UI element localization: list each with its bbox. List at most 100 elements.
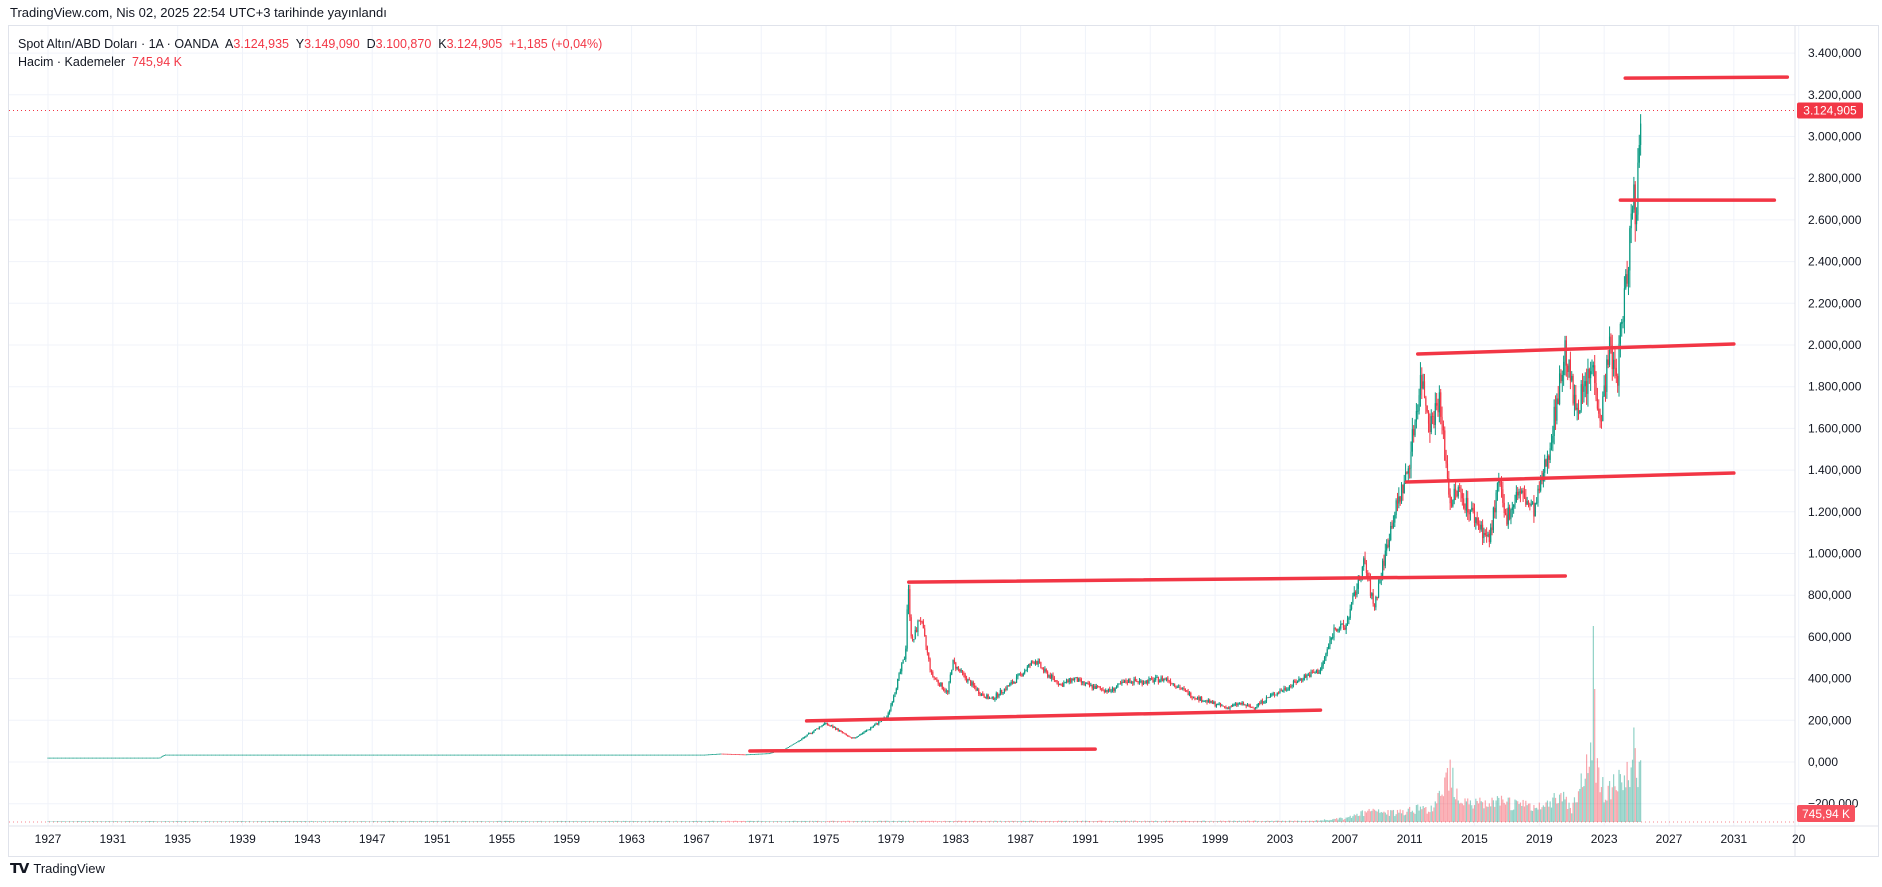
time-tick-label: 1943 [294, 832, 321, 846]
volume-bar [162, 821, 164, 822]
candle-body [1363, 558, 1365, 567]
candle-body [1392, 522, 1395, 528]
volume-bar [1423, 807, 1426, 822]
candle-body [651, 754, 653, 756]
candle-body [1591, 367, 1593, 372]
candle-body [358, 754, 360, 756]
volume-bar [1006, 821, 1008, 822]
candle-body [272, 754, 275, 756]
candle-body [1013, 681, 1015, 684]
grid [9, 26, 1800, 826]
candle-body [1303, 675, 1305, 680]
candle-body [1319, 670, 1322, 673]
candle-body [1025, 670, 1027, 672]
candle-body [135, 757, 137, 759]
volume-bar [1151, 820, 1153, 822]
volume-bar [961, 821, 964, 822]
candle-body [580, 754, 583, 756]
volume-bar [426, 821, 429, 822]
volume-bar [158, 821, 160, 822]
candle-body [290, 754, 292, 756]
volume-bar [1341, 818, 1343, 822]
candle-body [1477, 524, 1480, 525]
candle-body [1569, 359, 1571, 381]
candle-body [616, 754, 618, 756]
candle-body [825, 722, 827, 724]
volume-bar [441, 821, 444, 822]
candle-body [1623, 288, 1626, 322]
candle-body [1057, 683, 1060, 685]
candle-body [841, 731, 843, 733]
candle-body [1444, 430, 1446, 461]
volume-bar [467, 821, 469, 822]
tradingview-logo[interactable]: 𝗧𝗩 TradingView [10, 860, 105, 877]
volume-bar [1557, 803, 1559, 822]
candle-body [539, 754, 541, 756]
volume-bar [398, 821, 400, 822]
volume-bar [1552, 797, 1554, 822]
volume-bar [783, 821, 785, 822]
volume-bar [761, 821, 764, 822]
candle-body [63, 757, 65, 759]
candle-body [291, 754, 294, 756]
volume-bar [805, 820, 807, 822]
volume-bar [329, 821, 331, 822]
volume-bar [1507, 797, 1509, 822]
candle-body [976, 689, 978, 691]
volume-bar [980, 820, 983, 822]
volume-bar [1530, 810, 1532, 822]
volume-bar [878, 820, 880, 822]
candle-body [1384, 550, 1386, 566]
candle-body [250, 754, 252, 756]
candle-body [791, 744, 793, 746]
candle-body [613, 754, 615, 756]
volume-bar [1278, 820, 1280, 822]
volume-bar [690, 821, 692, 822]
volume-bar [101, 821, 103, 822]
volume-bar [479, 821, 481, 822]
volume-bar [374, 820, 376, 822]
volume-bar [386, 821, 388, 822]
candle-body [59, 757, 61, 759]
candle-body [1236, 703, 1238, 706]
volume-bar [1111, 821, 1114, 822]
volume-bar [803, 820, 806, 822]
volume-bar [498, 820, 500, 822]
volume-bar [579, 821, 581, 822]
volume-bar [1429, 812, 1431, 822]
candle-body [1118, 683, 1120, 685]
volume-bar [1500, 795, 1503, 822]
volume-bar [1007, 820, 1010, 822]
candle-body [1442, 424, 1445, 431]
candle-body [999, 690, 1001, 696]
volume-bar [1638, 761, 1640, 822]
candle-body [655, 754, 657, 756]
candle-body [1336, 628, 1338, 632]
volume-bar [494, 821, 496, 822]
volume-bar [1194, 820, 1196, 822]
candle-body [1467, 497, 1469, 513]
candle-body [1372, 593, 1374, 604]
candle-body [1635, 214, 1638, 225]
candle-body [217, 754, 219, 756]
volume-title[interactable]: Hacim · Kademeler [18, 55, 125, 69]
candle-body [75, 757, 77, 759]
symbol-title[interactable]: Spot Altın/ABD Doları · 1A · OANDA [18, 37, 219, 51]
volume-bar [843, 820, 845, 822]
candle-body [1268, 697, 1270, 698]
volume-bar [1421, 809, 1423, 822]
volume-bar [1479, 797, 1481, 822]
candle-body [594, 754, 596, 756]
candle-body [607, 754, 610, 756]
volume-bar [626, 821, 629, 822]
volume-bar [317, 821, 319, 822]
volume-bar [1522, 799, 1524, 822]
candle-body [481, 754, 483, 756]
candle-body [726, 753, 729, 755]
volume-bar [794, 820, 796, 822]
volume-bar [687, 821, 689, 822]
candle-body [464, 754, 467, 756]
volume-bar [1564, 799, 1566, 822]
